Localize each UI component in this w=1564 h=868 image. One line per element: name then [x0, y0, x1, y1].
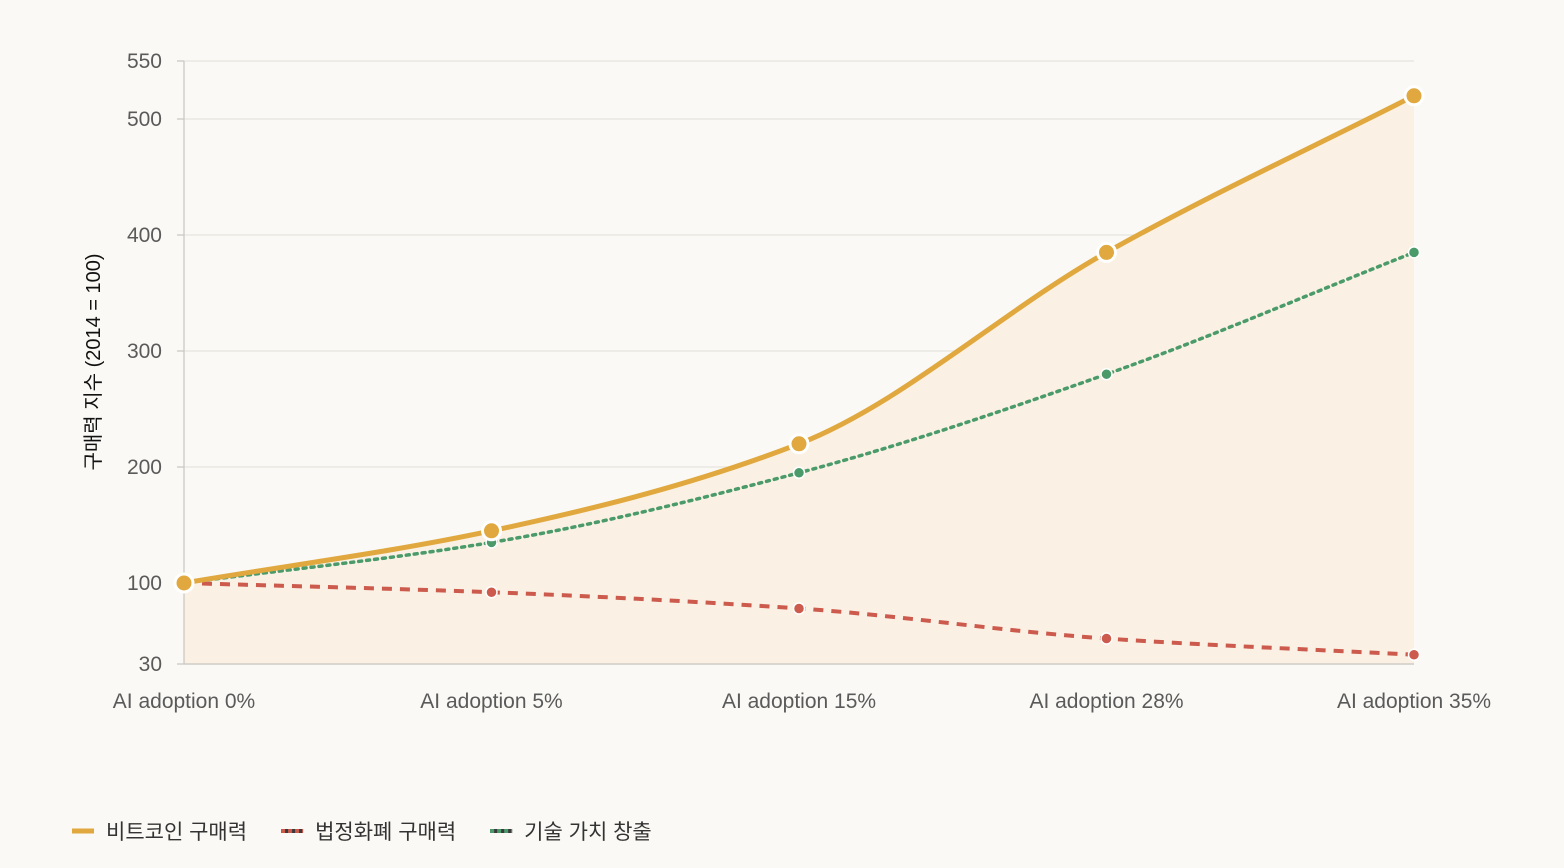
x-tick-labels: AI adoption 0% AI adoption 5% AI adoption …: [113, 690, 1491, 713]
y-tick-label-30: 30: [139, 653, 162, 676]
point-series-0-3: [1096, 241, 1117, 263]
point-series-1-3: [1100, 632, 1113, 645]
y-tick-label-500: 500: [127, 108, 162, 131]
y-tick-label-300: 300: [127, 340, 162, 363]
y-tick-label-400: 400: [127, 224, 162, 247]
x-tick-label-2: AI adoption 15%: [722, 690, 876, 713]
y-tick-label-550: 550: [127, 50, 162, 73]
point-series-0-2: [788, 433, 810, 455]
y-tick-label-100: 100: [127, 572, 162, 595]
x-tick-label-1: AI adoption 5%: [420, 690, 562, 713]
legend-item-0: 비트코인 구매력: [72, 821, 247, 844]
legend-item-2: 기술 가치 창출: [490, 821, 652, 844]
point-series-2-3: [1100, 367, 1113, 381]
point-series-1-1: [485, 586, 498, 599]
x-tick-label-3: AI adoption 28%: [1029, 690, 1183, 713]
point-series-2-2: [792, 466, 806, 480]
axes: [177, 60, 1414, 665]
point-series-0-0: [173, 572, 195, 594]
point-series-0-1: [481, 520, 502, 542]
x-tick-label-0: AI adoption 0%: [113, 690, 255, 713]
series-points: [173, 85, 1425, 661]
area-fill-series-0: [184, 95, 1414, 665]
point-series-0-4: [1403, 85, 1425, 107]
y-axis-title: 구매력 지수 (2014 = 100): [82, 253, 105, 470]
y-tick-labels: 30 100 200 300 400 500 550: [127, 50, 162, 676]
area-fill-layer: [184, 95, 1414, 665]
point-series-2-4: [1407, 246, 1421, 259]
point-series-1-2: [792, 602, 806, 615]
x-tick-label-4: AI adoption 35%: [1337, 690, 1491, 713]
legend-label-0: 비트코인 구매력: [106, 821, 247, 844]
legend-label-2: 기술 가치 창출: [524, 821, 652, 844]
y-tick-label-200: 200: [127, 456, 162, 479]
legend: 비트코인 구매력 법정화폐 구매력 기술 가치 창출: [72, 821, 652, 844]
legend-item-1: 법정화폐 구매력: [281, 821, 456, 844]
legend-label-1: 법정화폐 구매력: [315, 821, 456, 844]
point-series-1-4: [1407, 648, 1421, 661]
